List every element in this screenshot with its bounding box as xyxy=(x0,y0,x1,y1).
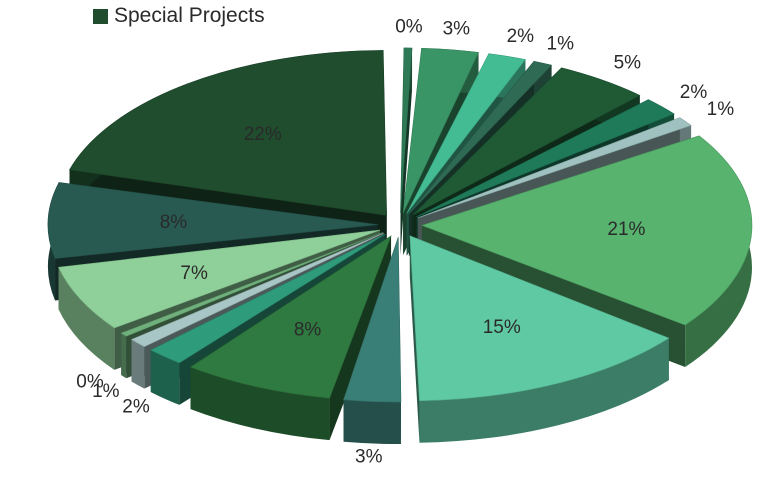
slice-label-9: 3% xyxy=(355,447,383,468)
slice-label-6: 1% xyxy=(707,99,735,120)
pie-slice-2 xyxy=(406,53,526,214)
slice-label-10: 8% xyxy=(294,319,322,340)
pie-slice-11 xyxy=(150,233,386,364)
slice-side-13 xyxy=(121,333,127,379)
slice-label-5: 2% xyxy=(680,82,708,103)
pie-slice-4 xyxy=(412,67,641,216)
pie-slice-6 xyxy=(417,117,692,219)
slice-label-11: 2% xyxy=(122,396,150,417)
slice-side-10 xyxy=(190,367,330,441)
slice-side-12 xyxy=(131,339,145,389)
slice-side-8 xyxy=(419,338,669,443)
slice-wall-0-1 xyxy=(400,48,413,255)
slice-label-4: 5% xyxy=(614,53,642,74)
pie-slice-7 xyxy=(421,135,753,326)
pie-slice-1 xyxy=(402,47,479,214)
slice-label-12: 1% xyxy=(92,381,120,402)
slice-label-15: 8% xyxy=(160,212,188,233)
slice-label-2: 2% xyxy=(507,26,535,47)
pie-slice-3 xyxy=(408,60,553,215)
slice-label-3: 1% xyxy=(547,34,575,55)
slice-wall-8-1 xyxy=(409,235,420,443)
slice-tops xyxy=(47,47,753,403)
slice-label-16: 22% xyxy=(244,124,282,145)
pie-slice-15 xyxy=(47,182,379,259)
pie-slice-16 xyxy=(69,50,387,216)
slice-side-11 xyxy=(150,350,180,405)
slice-wall-11-1 xyxy=(150,233,386,393)
pie-slice-12 xyxy=(130,232,384,348)
pie-slice-5 xyxy=(416,99,675,218)
slice-side-9 xyxy=(343,399,401,445)
legend-label: Special Projects xyxy=(114,4,265,27)
slice-label-7: 21% xyxy=(607,219,645,240)
slice-label-0: 0% xyxy=(395,17,423,38)
slice-label-14: 7% xyxy=(180,263,208,284)
slice-label-1: 3% xyxy=(443,18,471,39)
slice-side-14 xyxy=(58,267,115,370)
pie-slice-13 xyxy=(120,232,383,337)
slice-labels: 0% 3% 2% 1%5%2%1%21%15%3%8%2%1%0%7%8%22% xyxy=(76,17,734,468)
slice-label-13: 0% xyxy=(76,372,104,393)
pie-slice-10 xyxy=(189,235,392,399)
pie-slice-8 xyxy=(409,235,670,402)
pie-slice-9 xyxy=(343,236,402,403)
chart-legend: Special Projects xyxy=(93,4,265,28)
legend-swatch xyxy=(93,8,108,24)
pie-slice-14 xyxy=(58,229,381,329)
slice-label-8: 15% xyxy=(483,317,521,338)
pie-slice-0 xyxy=(400,47,413,213)
